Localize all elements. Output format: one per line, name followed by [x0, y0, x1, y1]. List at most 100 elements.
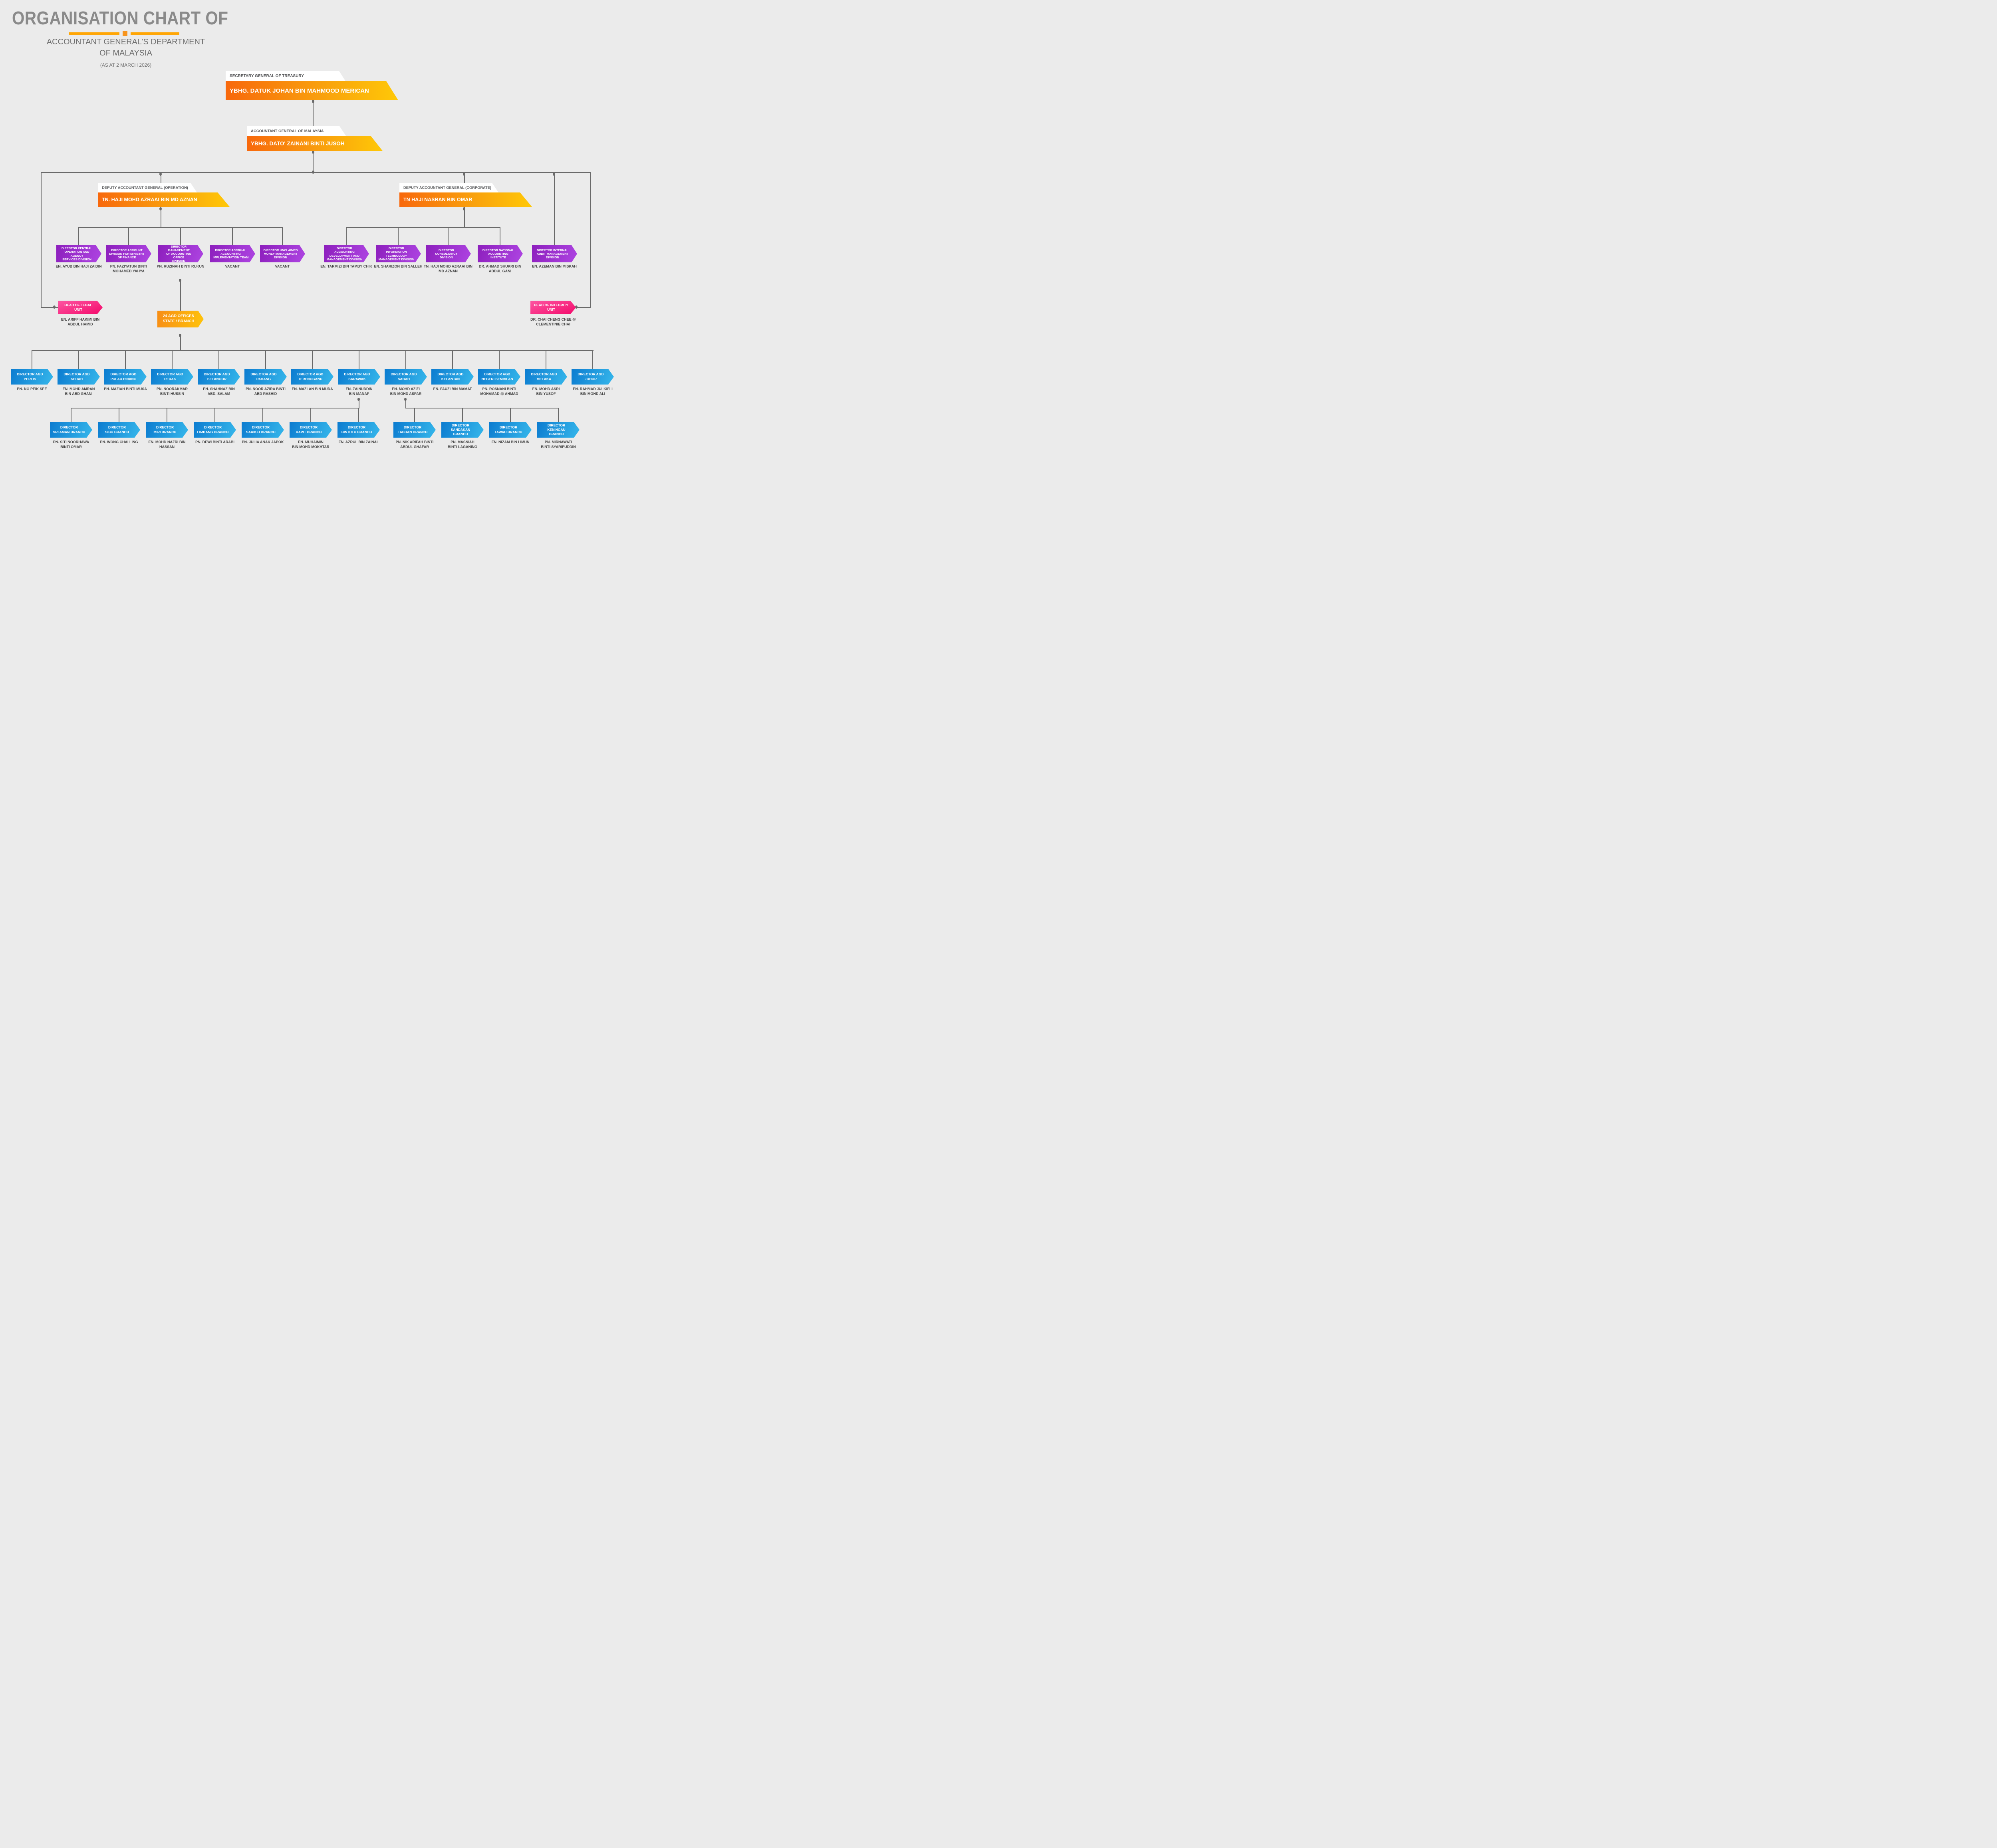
page-title: ORGANISATION CHART OF	[12, 8, 228, 28]
connector-line	[41, 172, 42, 308]
connector-dot	[575, 305, 578, 309]
connector-line	[128, 227, 129, 246]
branch-name: PN. NIK ARIFAH BINTI ABDUL GHAFAR	[395, 440, 434, 449]
legal-unit-name: EN. ARIFF HAKIMI BIN ABDUL HAMID	[61, 317, 100, 326]
state-name: EN. MOHD AZIZI BIN MOHD ASPAR	[390, 387, 422, 396]
connector-dot	[553, 173, 555, 176]
connector-line	[218, 350, 219, 369]
state-name: EN. RAHMAD JULKIFLI BIN MOHD ALI	[573, 387, 613, 396]
connector-line	[414, 408, 415, 423]
branch-box-keningau: DIRECTOR KENINGAU BRANCH	[537, 422, 580, 438]
connector-line	[405, 399, 406, 408]
state-box-negeri-sembilan: DIRECTOR AGD NEGERI SEMBILAN	[478, 369, 520, 385]
branch-box-sarikei: DIRECTOR SARIKEI BRANCH	[242, 422, 284, 438]
state-box-terengganu: DIRECTOR AGD TERENGGANU	[291, 369, 333, 385]
secretary-label-band: SECRETARY GENERAL OF TREASURY	[226, 71, 345, 81]
division-box-accrual-accounting: DIRECTOR ACCRUAL ACCOUNTING IMPLEMENTATI…	[210, 245, 255, 262]
division-box-unclaimed-money: DIRECTOR UNCLAIMED MONEY MANAGEMENT DIVI…	[260, 245, 305, 262]
deputy-corporate-label-band: DEPUTY ACCOUNTANT GENERAL (CORPORATE)	[399, 183, 498, 192]
connector-line	[232, 227, 233, 246]
state-name: EN. MOHD ASRI BIN YUSOF	[532, 387, 560, 396]
connector-line	[464, 206, 465, 228]
connector-dot	[159, 207, 162, 210]
division-name: PN. FAZIYATUN BINTI MOHAMED YAHYA	[110, 264, 147, 273]
connector-dot	[357, 398, 360, 401]
title-underline-left	[69, 32, 119, 35]
connector-line	[358, 408, 359, 423]
division-box-central-operation: DIRECTOR CENTRAL OPERATION AND AGENCY SE…	[56, 245, 101, 262]
connector-line	[510, 408, 511, 423]
state-box-sabah: DIRECTOR AGD SABAH	[385, 369, 427, 385]
state-name: EN. ZAINUDDIN BIN MANAF	[345, 387, 373, 396]
state-box-perlis: DIRECTOR AGD PERLIS	[11, 369, 53, 385]
division-name: TN. HAJI MOHD AZRAAI BIN MD AZNAN	[424, 264, 472, 273]
state-box-perak: DIRECTOR AGD PERAK	[151, 369, 193, 385]
connector-line	[265, 350, 266, 369]
connector-line	[313, 101, 314, 127]
as-at-date: (AS AT 2 MARCH 2026)	[100, 62, 152, 68]
division-name: EN. AYUB BIN HAJI ZAIDIN	[56, 264, 102, 268]
org-chart-canvas: ORGANISATION CHART OF ACCOUNTANT GENERAL…	[0, 0, 615, 462]
connector-line	[180, 227, 181, 246]
division-name: EN. TARMIZI BIN TAMBY CHIK	[320, 264, 372, 268]
division-name: DR. AHMAD SHUKRI BIN ABDUL GANI	[478, 264, 522, 273]
branch-box-sandakan: DIRECTOR SANDAKAN BRANCH	[441, 422, 484, 438]
connector-dot	[179, 279, 181, 282]
state-name: PN. NOOR AZIRA BINTI ABD RASHID	[246, 387, 286, 396]
legal-unit-box: HEAD OF LEGAL UNIT	[58, 301, 103, 314]
branch-box-sri-aman: DIRECTOR SRI AMAN BRANCH	[50, 422, 92, 438]
division-box-account-mof: DIRECTOR ACCOUNT DIVISION FOR MINISTRY O…	[106, 245, 151, 262]
accountant-general-name-box: YBHG. DATO' ZAINANI BINTI JUSOH	[247, 136, 383, 151]
deputy-corporate-name-box: TN HAJI NASRAN BIN OMAR	[399, 192, 532, 207]
connector-line	[180, 335, 181, 351]
connector-dot	[312, 151, 314, 154]
division-name: EN. AZEMAN BIN MISKAH	[532, 264, 577, 268]
connector-line	[592, 350, 593, 369]
secretary-name-box: YBHG. DATUK JOHAN BIN MAHMOOD MERICAN	[226, 81, 398, 100]
branch-name: EN. NIZAM BIN LIMUN	[491, 440, 530, 444]
division-box-national-accounting-institute: DIRECTOR NATIONAL ACCOUNTING INSTITUTE	[478, 245, 523, 262]
title-underline-square	[123, 31, 127, 36]
connector-line	[78, 350, 79, 369]
connector-line	[405, 350, 406, 369]
connector-line	[448, 227, 449, 246]
state-name: PN. MAZIAH BINTI MUSA	[104, 387, 147, 391]
connector-line	[554, 172, 555, 246]
connector-line	[125, 350, 126, 369]
state-box-kedah: DIRECTOR AGD KEDAH	[58, 369, 100, 385]
state-box-melaka: DIRECTOR AGD MELAKA	[525, 369, 567, 385]
division-box-it-management: DIRECTOR INFORMATION TECHNOLOGY MANAGEME…	[376, 245, 421, 262]
division-box-accounting-development: DIRECTOR ACCOUNTING DEVELOPMENT AND MANA…	[324, 245, 369, 262]
connector-line	[590, 172, 591, 308]
connector-line	[346, 227, 500, 228]
connector-line	[464, 172, 465, 184]
agd-offices-box: 24 AGD OFFICES STATE / BRANCH	[157, 311, 204, 327]
division-name: PN. RUZINAH BINTI RUKUN	[157, 264, 204, 268]
branch-box-kapit: DIRECTOR KAPIT BRANCH	[290, 422, 332, 438]
connector-line	[558, 408, 559, 423]
connector-line	[577, 307, 590, 308]
connector-line	[214, 408, 215, 423]
connector-line	[180, 280, 181, 311]
branch-name: PN. MASNIAH BINTI LAGANING	[448, 440, 477, 449]
division-name: VACANT	[225, 264, 240, 268]
state-box-pahang: DIRECTOR AGD PAHANG	[244, 369, 287, 385]
connector-line	[452, 350, 453, 369]
state-name: PN. ROSNANI BINTI MOHAMAD @ AHMAD	[480, 387, 518, 396]
state-name: EN. MAZLAN BIN MUDA	[292, 387, 333, 391]
deputy-operation-label-band: DEPUTY ACCOUNTANT GENERAL (OPERATION)	[98, 183, 197, 192]
deputy-operation-name-box: TN. HAJI MOHD AZRAAI BIN MD AZNAN	[98, 192, 230, 207]
state-box-kelantan: DIRECTOR AGD KELANTAN	[431, 369, 474, 385]
state-box-selangor: DIRECTOR AGD SELANGOR	[198, 369, 240, 385]
connector-dot	[312, 171, 314, 174]
state-box-sarawak: DIRECTOR AGD SARAWAK	[338, 369, 380, 385]
connector-dot	[463, 173, 465, 176]
state-name: PN. NOORAKMAR BINTI HUSSIN	[157, 387, 188, 396]
branch-name: PN. SITI NOORHAWA BINTI OMAR	[53, 440, 89, 449]
division-name: VACANT	[275, 264, 290, 268]
connector-line	[282, 227, 283, 246]
branch-name: EN. MUHAIMIN BIN MOHD MOKHTAR	[292, 440, 330, 449]
branch-name: PN. JULIA ANAK JAPOK	[242, 440, 284, 444]
connector-dot	[463, 207, 465, 210]
connector-line	[499, 350, 500, 369]
